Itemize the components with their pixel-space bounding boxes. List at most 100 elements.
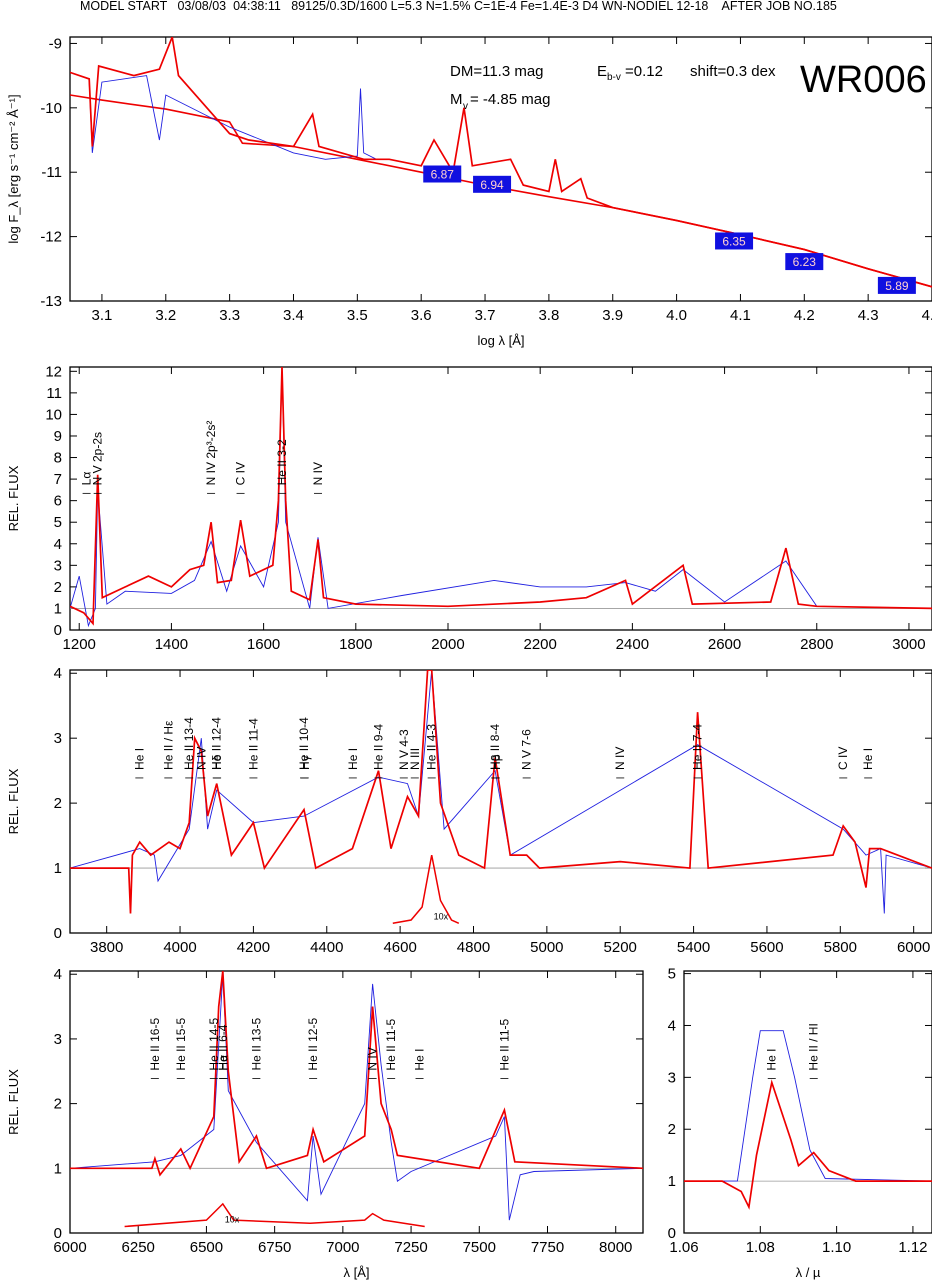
y-tick-label: 5 <box>54 514 62 531</box>
line-id-label: He II 16-5 <box>148 1018 162 1071</box>
y-tick-label: -12 <box>40 229 62 246</box>
line-id-label: Hγ <box>298 755 312 770</box>
line-id-label: N III <box>408 748 422 770</box>
x-tick-label: 6000 <box>897 939 930 956</box>
observed-spectrum <box>88 75 377 160</box>
x-tick-label: 5600 <box>750 939 783 956</box>
x-tick-label: 7500 <box>463 1239 496 1256</box>
x-tick-label: 3.7 <box>475 307 496 324</box>
line-id-label: He II 11-5 <box>384 1018 398 1070</box>
x-tick-label: 4600 <box>383 939 416 956</box>
x-tick-label: 2600 <box>708 636 741 653</box>
y-tick-label: 7 <box>54 471 62 488</box>
line-id-label: He II 4-3 <box>425 724 439 770</box>
y-tick-label: -11 <box>41 164 62 181</box>
x-tick-label: 5200 <box>604 939 637 956</box>
line-id-label: He II 15-5 <box>174 1018 188 1071</box>
y-tick-label: 11 <box>46 385 62 402</box>
x-tick-label: 2400 <box>616 636 649 653</box>
x-tick-label: 3.8 <box>538 307 559 324</box>
line-id-label: He II 10-4 <box>297 717 311 770</box>
inset-label: 10x <box>434 911 449 921</box>
x-tick-label: 1.10 <box>822 1239 851 1256</box>
x-tick-label: 4000 <box>163 939 196 956</box>
line-id-label: N V 2p-2s <box>91 432 105 485</box>
x-tick-label: 1200 <box>63 636 96 653</box>
line-id-label: He II 13-5 <box>249 1018 263 1071</box>
shift-label: shift=0.3 dex <box>690 63 776 80</box>
x-axis-label: λ / µ <box>796 1265 821 1280</box>
y-tick-label: 2 <box>54 795 62 812</box>
star-name: WR006 <box>800 59 927 101</box>
x-tick-label: 6000 <box>53 1239 86 1256</box>
observed-spectrum <box>70 974 643 1221</box>
ebv-value: =0.12 <box>625 63 663 80</box>
x-tick-label: 3.4 <box>283 307 304 324</box>
y-tick-label: -13 <box>40 293 62 310</box>
line-id-label: He II / Hε <box>161 720 175 770</box>
x-tick-label: 3000 <box>892 636 925 653</box>
panel-uv: 1200 1400 1600 1800 2000 2200 2400 2600 2800 3000… <box>6 363 932 653</box>
y-axis-label: REL. FLUX <box>6 768 21 834</box>
x-tick-label: 2200 <box>523 636 556 653</box>
x-tick-label: 1400 <box>155 636 188 653</box>
ebv-subscript: b-v <box>607 72 621 83</box>
line-id-label: He I <box>132 748 146 770</box>
line-id-label: C IV <box>836 747 850 770</box>
model-spectrum <box>70 37 932 288</box>
x-tick-label: 3.6 <box>411 307 432 324</box>
x-tick-label: 1800 <box>339 636 372 653</box>
line-id-label: N IV <box>366 1047 380 1070</box>
line-id-label: He II 12-4 <box>210 717 224 770</box>
line-id-label: Hδ <box>210 754 224 770</box>
panel-frame <box>69 36 932 302</box>
y-tick-label: 2 <box>54 579 62 596</box>
panel-frame <box>69 669 932 934</box>
ionization-box <box>473 175 512 193</box>
line-id-label: He II 11-5 <box>497 1018 511 1070</box>
x-tick-label: 4200 <box>237 939 270 956</box>
x-tick-label: 6750 <box>258 1239 291 1256</box>
y-tick-label: 1 <box>54 860 62 877</box>
y-tick-label: 2 <box>668 1121 676 1138</box>
x-axis-label: log λ [Å] <box>478 333 525 348</box>
model-spectrum <box>70 971 643 1177</box>
y-tick-label: 0 <box>54 622 62 639</box>
x-tick-label: 4.0 <box>666 307 687 324</box>
x-tick-label: 1.08 <box>746 1239 775 1256</box>
x-tick-label: 6500 <box>190 1239 223 1256</box>
x-tick-label: 3.3 <box>219 307 240 324</box>
y-axis-label: REL. FLUX <box>6 1069 21 1135</box>
y-tick-label: 3 <box>54 730 62 747</box>
y-tick-label: 4 <box>54 665 62 682</box>
ionization-box <box>715 232 754 250</box>
x-tick-label: 1.06 <box>669 1239 698 1256</box>
x-tick-label: 1600 <box>247 636 280 653</box>
line-id-label: He I <box>346 748 360 770</box>
x-tick-label: 3.9 <box>602 307 623 324</box>
line-id-label: Hβ <box>489 754 503 770</box>
line-id-label: He II 3-2 <box>275 439 289 485</box>
y-tick-label: 5 <box>668 966 676 983</box>
y-tick-label: 12 <box>45 363 62 380</box>
y-tick-label: 3 <box>668 1069 676 1086</box>
x-tick-label: 4.3 <box>858 307 879 324</box>
y-tick-label: 1 <box>668 1173 676 1190</box>
y-axis-label: REL. FLUX <box>6 465 21 531</box>
ionization-box <box>877 276 916 294</box>
line-id-label: He II 13-4 <box>182 717 196 770</box>
x-tick-label: 5000 <box>530 939 563 956</box>
panel-red: 6000 6250 6500 6750 7000 7250 7500 7750 8000 0 1 2 3… <box>6 966 644 1280</box>
line-id-label: He II 14-5 <box>207 1018 221 1071</box>
observed-spectrum <box>70 367 932 628</box>
x-tick-label: 3800 <box>90 939 123 956</box>
model-spectrum <box>70 670 932 914</box>
mv-symbol: M <box>450 91 463 108</box>
ionization-box-label: 6.87 <box>431 168 455 182</box>
y-tick-label: 8 <box>54 450 62 467</box>
line-id-label: He I <box>861 748 875 770</box>
ebv-symbol: E <box>597 63 607 80</box>
x-tick-label: 3.2 <box>155 307 176 324</box>
inset-label: 10x <box>225 1215 240 1225</box>
y-tick-label: -10 <box>40 100 62 117</box>
